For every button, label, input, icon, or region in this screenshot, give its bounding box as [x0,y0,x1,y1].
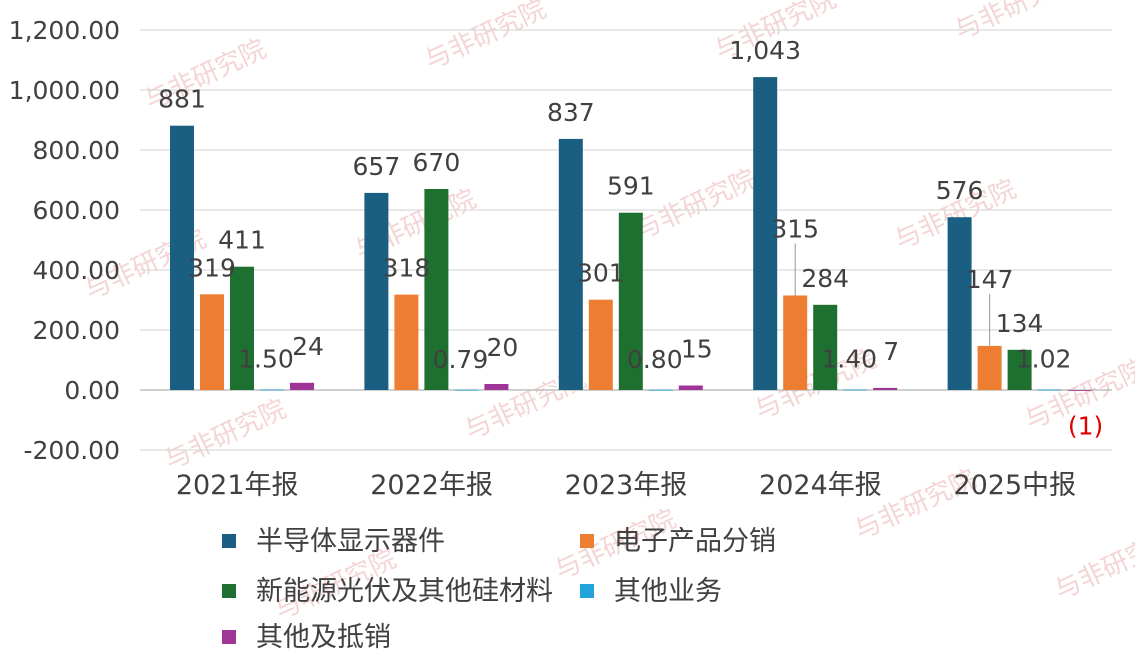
watermark-text: 与非研究院 [950,0,1081,46]
bar [484,384,509,390]
legend-label: 其他业务 [614,576,722,607]
data-label: 20 [486,333,518,362]
legend-label: 其他及抵销 [256,622,391,653]
bar [260,389,284,391]
data-label: 1,043 [729,36,801,65]
data-label: (1) [1068,411,1103,440]
bar [678,385,703,390]
legend-label: 半导体显示器件 [256,526,445,557]
watermark-text: 与非研究院 [160,394,291,476]
bar [648,389,673,391]
data-label: 24 [292,332,324,361]
bar [618,212,643,390]
watermark-text: 与非研究院 [420,0,551,76]
data-label: 7 [883,337,899,366]
data-label: 301 [577,259,625,288]
bar [813,304,838,390]
x-category-label: 2025中报 [953,470,1076,501]
legend-label: 新能源光伏及其他硅材料 [256,576,553,607]
x-category-label: 2023年报 [565,470,688,501]
data-label: 1.02 [1016,345,1072,374]
bar [1067,390,1092,391]
bar [290,382,314,390]
data-label: 1.50 [238,345,294,374]
x-axis-categories: 2021年报 2022年报 2023年报 2024年报 2025中报 [176,470,1076,501]
data-label: 0.80 [627,345,683,374]
bar [1037,389,1062,391]
legend-label: 电子产品分销 [614,526,776,557]
data-label: 881 [158,85,206,114]
y-tick-label: 1,000.00 [9,76,120,105]
x-category-label: 2024年报 [759,470,882,501]
bar [843,389,868,391]
bar [364,192,389,390]
bar [947,217,972,390]
bar [753,77,778,390]
bar [588,299,613,390]
bar [1007,349,1032,390]
data-label: 670 [413,148,461,177]
data-label: 284 [801,264,849,293]
legend-swatch [222,630,236,644]
bar [558,138,583,390]
y-tick-label: 600.00 [33,196,120,225]
bar [977,345,1002,390]
x-category-label: 2022年报 [370,470,493,501]
bar [230,266,254,390]
data-label: 591 [607,172,655,201]
data-label: 315 [771,215,819,244]
y-axis-ticks: -200.00 0.00 200.00 400.00 600.00 800.00 1,000… [9,16,120,465]
bar [783,295,808,390]
bar [873,387,898,390]
data-label: 15 [681,335,713,364]
data-label: 1.40 [821,345,877,374]
legend-swatch [580,534,594,548]
y-tick-label: 800.00 [33,136,120,165]
data-label: 657 [353,152,401,181]
y-tick-label: 400.00 [33,256,120,285]
bar [454,389,479,391]
data-label: 0.79 [433,345,489,374]
bars [170,77,1092,391]
legend-swatch [222,534,236,548]
y-tick-label: -200.00 [24,436,121,465]
bar [170,125,194,390]
bar [200,294,224,390]
y-tick-label: 1,200.00 [9,16,120,45]
data-label: 147 [966,265,1014,294]
legend-swatch [580,584,594,598]
leader-lines [794,243,991,346]
y-tick-label: 0.00 [64,376,120,405]
data-label: 576 [936,176,984,205]
data-label: 318 [383,254,431,283]
bar [424,189,449,390]
x-category-label: 2021年报 [176,470,299,501]
data-label: 411 [218,226,266,255]
y-tick-label: 200.00 [33,316,120,345]
legend-swatch [222,584,236,598]
data-label: 319 [188,253,236,282]
data-label: 134 [996,309,1044,338]
data-label: 837 [547,98,595,127]
bar [394,294,419,390]
watermark-text: 与非研究院 [1050,524,1135,606]
